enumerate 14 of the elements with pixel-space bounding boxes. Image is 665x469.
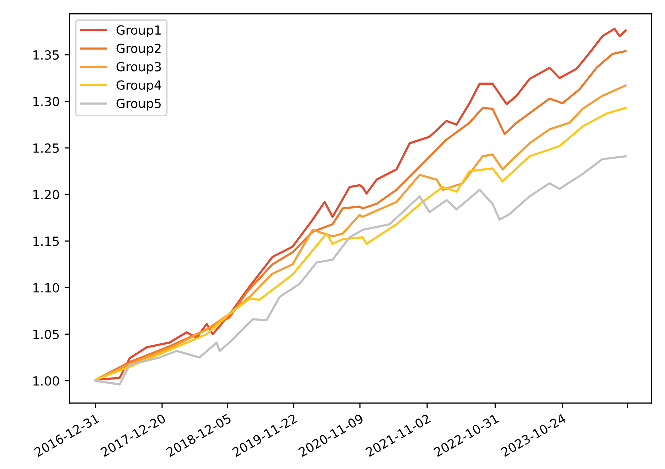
legend-label: Group5 <box>116 98 161 111</box>
y-tick-label: 1.25 <box>34 144 60 154</box>
y-tick-label: 1.35 <box>34 50 60 60</box>
line-series <box>94 156 627 386</box>
legend-label: Group4 <box>116 80 162 92</box>
y-tick-label: 1.00 <box>34 376 60 386</box>
legend-label: Group2 <box>116 44 161 56</box>
y-tick-label: 1.20 <box>34 190 60 200</box>
y-tick-label: 1.15 <box>34 236 60 246</box>
legend-label: Group1 <box>116 26 161 38</box>
legend-label: Group3 <box>116 62 162 74</box>
y-tick-label: 1.05 <box>34 330 60 340</box>
y-tick-label: 1.30 <box>34 97 60 107</box>
y-tick-label: 1.10 <box>34 283 60 293</box>
